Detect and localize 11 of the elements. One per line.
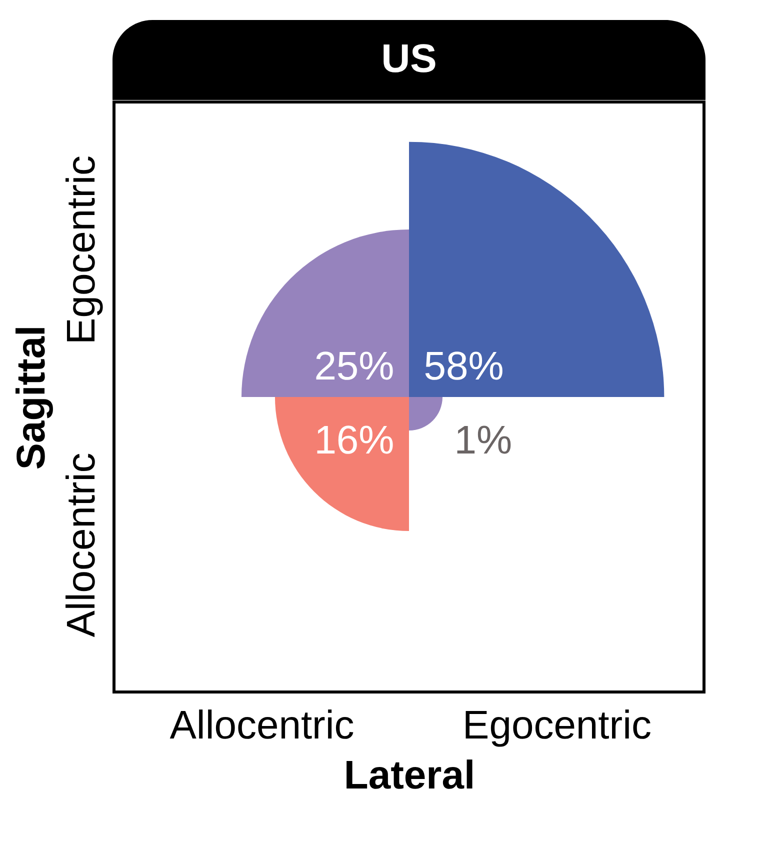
- data-label: 58%: [424, 344, 504, 388]
- category-label: Egocentric: [60, 156, 104, 344]
- data-label: 25%: [314, 344, 394, 388]
- category-label: Allocentric: [60, 452, 104, 638]
- text: US: [381, 37, 437, 81]
- category-label: Egocentric: [462, 704, 652, 748]
- data-label: 1%: [454, 418, 512, 462]
- category-label: Allocentric: [170, 704, 354, 748]
- text: Lateral: [344, 754, 476, 798]
- text: Sagittal: [10, 325, 54, 470]
- data-label: 16%: [314, 418, 394, 462]
